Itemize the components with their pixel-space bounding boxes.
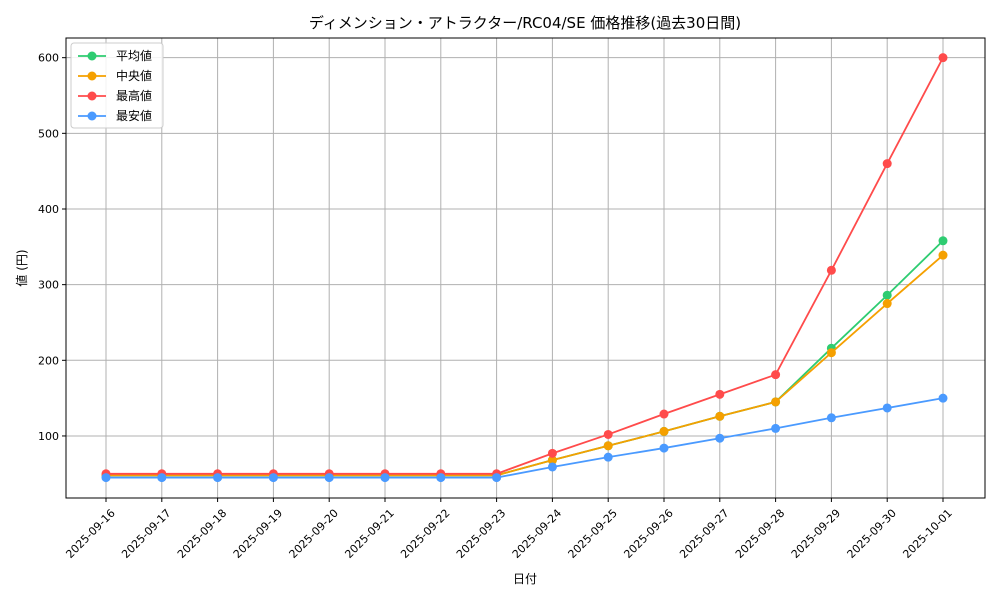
x-tick-label: 2025-09-17 [119, 507, 173, 561]
data-point [436, 473, 446, 483]
data-point [938, 53, 948, 63]
data-point [715, 389, 725, 399]
y-tick-label: 100 [38, 430, 59, 443]
legend-item: 最安値 [78, 108, 152, 123]
legend-marker [87, 51, 97, 61]
data-point [603, 429, 613, 439]
plot-frame [65, 37, 986, 499]
x-tick-label: 2025-09-29 [789, 507, 843, 561]
data-point [213, 473, 223, 483]
x-tick-label: 2025-09-16 [63, 507, 117, 561]
legend-label: 中央値 [116, 68, 152, 83]
data-point [826, 265, 836, 275]
x-tick-label: 2025-09-25 [566, 507, 620, 561]
legend-label: 最安値 [116, 108, 152, 123]
x-tick-label: 2025-09-30 [845, 507, 899, 561]
data-point [882, 290, 892, 300]
data-point [659, 443, 669, 453]
y-tick-label: 400 [38, 203, 59, 216]
data-point [938, 236, 948, 246]
data-point [659, 409, 669, 419]
data-point [882, 403, 892, 413]
data-point [715, 433, 725, 443]
y-axis-label: 値 (円) [14, 249, 29, 286]
grid [66, 38, 985, 498]
y-tick-label: 300 [38, 279, 59, 292]
data-point [603, 441, 613, 451]
data-point [547, 455, 557, 465]
legend-label: 平均値 [116, 48, 152, 63]
x-tick-label: 2025-09-28 [733, 507, 787, 561]
data-point [771, 397, 781, 407]
x-tick-label: 2025-10-01 [900, 507, 954, 561]
data-point [324, 473, 334, 483]
x-tick-label: 2025-09-23 [454, 507, 508, 561]
data-point [938, 393, 948, 403]
data-point [826, 413, 836, 423]
data-point [938, 250, 948, 260]
legend-box [70, 42, 164, 129]
y-tick-label: 200 [38, 354, 59, 367]
legend-marker [87, 111, 97, 121]
series-最高値 [101, 53, 948, 479]
legend-item: 平均値 [78, 48, 152, 63]
y-axis: 100 200 300 400 500 600 [38, 52, 66, 443]
x-tick-label: 2025-09-20 [287, 507, 341, 561]
legend-label: 最高値 [116, 88, 152, 103]
x-axis: 2025-09-16 2025-09-17 2025-09-18 2025-09-19… [63, 498, 955, 561]
x-tick-label: 2025-09-24 [510, 507, 564, 561]
x-tick-label: 2025-09-22 [398, 507, 452, 561]
data-point [492, 473, 502, 483]
y-tick-label: 500 [38, 127, 59, 140]
data-point [547, 448, 557, 458]
data-point [268, 473, 278, 483]
legend-item: 中央値 [78, 68, 152, 83]
chart-title: ディメンション・アトラクター/RC04/SE 価格推移(過去30日間) [309, 14, 741, 32]
series-line [106, 397, 944, 479]
legend-item: 最高値 [78, 88, 152, 103]
data-point [771, 423, 781, 433]
y-tick-label: 600 [38, 52, 59, 65]
x-tick-label: 2025-09-21 [342, 507, 396, 561]
legend-marker [87, 71, 97, 81]
x-axis-label: 日付 [513, 572, 537, 586]
data-point [380, 473, 390, 483]
series-最安値 [101, 393, 948, 483]
legend-marker [87, 91, 97, 101]
series-line [106, 57, 944, 475]
data-point [101, 473, 111, 483]
data-point [659, 426, 669, 436]
series-line [106, 240, 944, 477]
data-point [882, 299, 892, 309]
data-point [547, 462, 557, 472]
x-tick-label: 2025-09-18 [175, 507, 229, 561]
data-point [157, 473, 167, 483]
x-tick-label: 2025-09-19 [231, 507, 285, 561]
x-tick-label: 2025-09-27 [677, 507, 731, 561]
data-point [826, 348, 836, 358]
series-line [106, 254, 944, 477]
series-平均値 [101, 236, 948, 480]
data-point [882, 159, 892, 169]
data-point [715, 411, 725, 421]
x-tick-label: 2025-09-26 [621, 507, 675, 561]
data-point [771, 370, 781, 380]
series-group [101, 53, 948, 483]
data-point [603, 452, 613, 462]
